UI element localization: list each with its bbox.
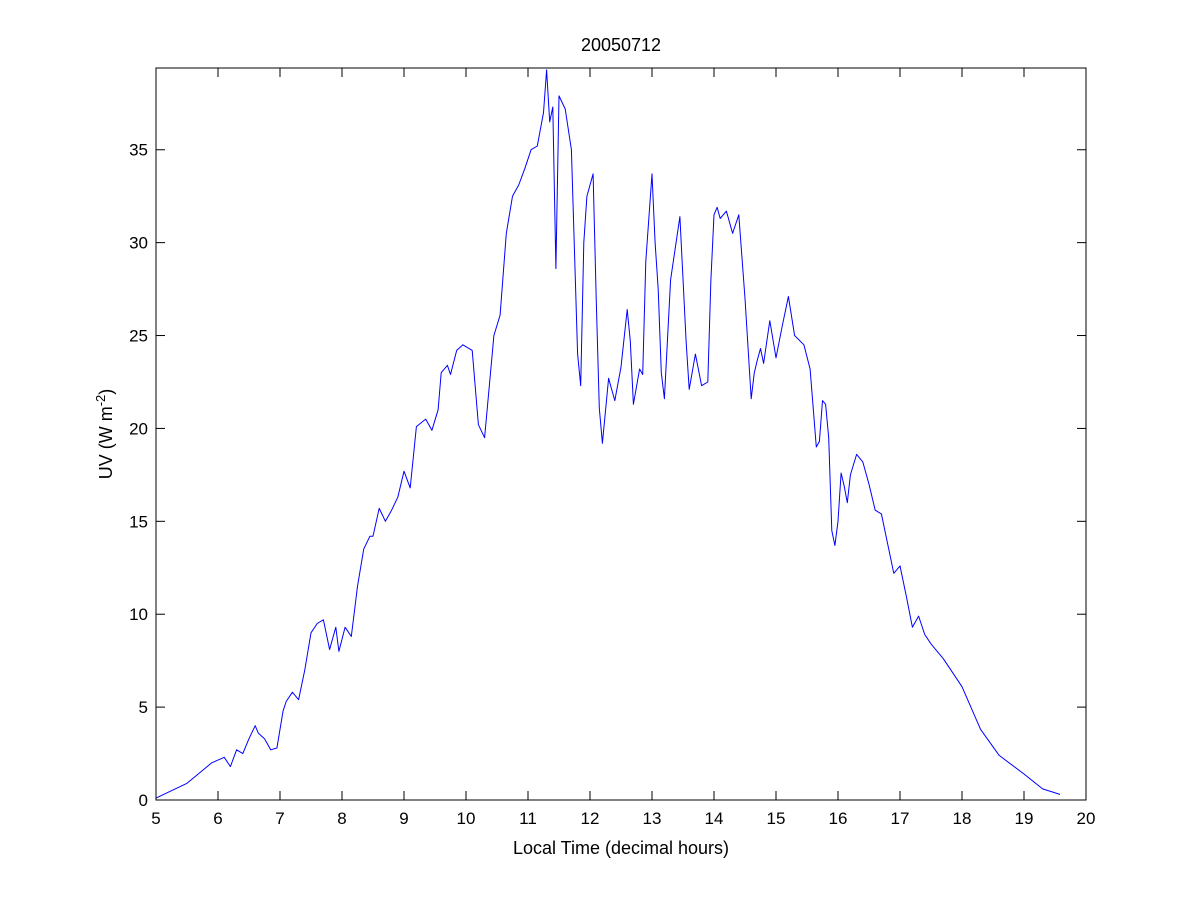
y-tick-label: 0 <box>139 791 148 810</box>
x-tick-label: 11 <box>519 809 537 828</box>
y-tick-label: 30 <box>129 234 148 253</box>
x-tick-label: 13 <box>643 809 662 828</box>
x-tick-label: 15 <box>767 809 786 828</box>
y-tick-label: 20 <box>129 419 148 438</box>
x-tick-label: 14 <box>705 809 724 828</box>
x-tick-label: 6 <box>213 809 222 828</box>
uv-series-line <box>155 69 1061 799</box>
x-tick-label: 12 <box>581 809 600 828</box>
y-tick-label: 5 <box>139 698 148 717</box>
x-axis-title: Local Time (decimal hours) <box>513 838 729 858</box>
y-tick-label: 15 <box>129 512 148 531</box>
x-tick-label: 5 <box>151 809 160 828</box>
x-tick-label: 7 <box>275 809 284 828</box>
y-axis-title: UV (W m-2) <box>93 389 116 480</box>
chart-title: 20050712 <box>581 35 661 55</box>
plot-frame <box>155 67 1087 801</box>
x-tick-label: 8 <box>337 809 346 828</box>
y-axis-title-suffix: ) <box>96 389 116 395</box>
plot-area <box>156 68 1086 800</box>
x-tick-label: 19 <box>1015 809 1034 828</box>
x-tick-label: 9 <box>399 809 408 828</box>
y-tick-label: 25 <box>129 327 148 346</box>
y-axis-title-superscript: -2 <box>93 395 108 407</box>
line-layer <box>155 69 1061 799</box>
tick-layer: 5 6 7 8 9 10 11 12 13 14 15 16 17 18 19 200510152025303… <box>129 68 1095 828</box>
y-axis-title-prefix: UV (W m <box>96 406 116 479</box>
x-tick-label: 16 <box>829 809 848 828</box>
x-tick-label: 17 <box>891 809 910 828</box>
x-tick-label: 20 <box>1077 809 1096 828</box>
y-tick-label: 10 <box>129 605 148 624</box>
y-tick-label: 35 <box>129 141 148 160</box>
x-tick-label: 10 <box>457 809 476 828</box>
x-tick-label: 18 <box>953 809 972 828</box>
